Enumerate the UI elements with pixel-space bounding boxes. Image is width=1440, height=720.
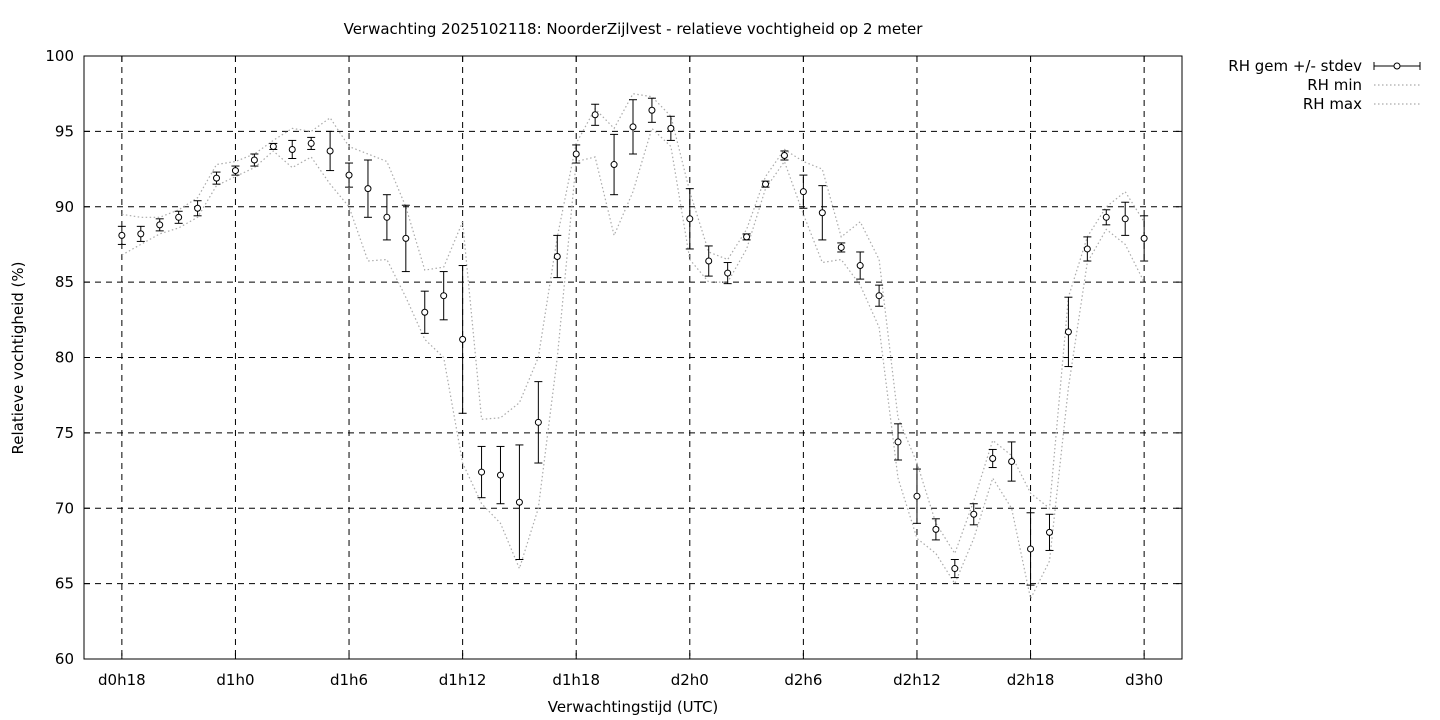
data-point [553, 252, 561, 260]
data-point [1027, 545, 1035, 553]
error-bars [117, 97, 1149, 586]
data-point [326, 147, 334, 155]
rh-min-line [121, 127, 1145, 601]
data-point [1102, 213, 1110, 221]
data-point [1008, 458, 1016, 466]
data-point [307, 139, 315, 147]
x-tick-label: d0h18 [98, 671, 146, 689]
x-tick-label: d1h18 [552, 671, 600, 689]
data-point [1083, 245, 1091, 253]
data-point [705, 257, 713, 265]
data-point [951, 565, 959, 573]
x-tick-label: d1h0 [216, 671, 254, 689]
data-point [572, 150, 580, 158]
legend-point-marker [1393, 62, 1401, 70]
y-tick-label: 85 [55, 273, 74, 291]
data-point [686, 215, 694, 223]
data-point [762, 180, 770, 188]
y-tick-label: 65 [55, 575, 74, 593]
data-point [534, 418, 542, 426]
y-tick-label: 90 [55, 198, 74, 216]
data-point [856, 262, 864, 270]
y-tick-label: 70 [55, 499, 74, 517]
mean-points [118, 106, 1148, 573]
data-point [440, 292, 448, 300]
data-point [1140, 234, 1148, 242]
y-axis-ticks: 60 65 70 75 80 85 90 95 100 [45, 47, 1182, 668]
data-point [989, 455, 997, 463]
data-point [175, 213, 183, 221]
y-tick-label: 75 [55, 424, 74, 442]
data-point [421, 308, 429, 316]
data-point [610, 161, 618, 169]
data-point [1121, 215, 1129, 223]
data-point [894, 438, 902, 446]
x-axis-ticks: d0h18 d1h0 d1h6 d1h12 d1h18 d2h0 d2h6 d2h12 d2h1… [98, 56, 1163, 689]
data-point [478, 468, 486, 476]
data-point [875, 292, 883, 300]
x-tick-label: d2h6 [784, 671, 822, 689]
data-point [250, 156, 258, 164]
y-tick-label: 80 [55, 349, 74, 367]
data-point [743, 233, 751, 241]
data-point [459, 335, 467, 343]
data-point [818, 209, 826, 217]
data-point [648, 106, 656, 114]
data-point [1045, 528, 1053, 536]
x-tick-label: d3h0 [1125, 671, 1163, 689]
data-point [496, 471, 504, 479]
x-tick-label: d2h0 [671, 671, 709, 689]
data-point [515, 498, 523, 506]
x-tick-label: d2h12 [893, 671, 941, 689]
data-point [231, 167, 239, 175]
data-point [383, 213, 391, 221]
data-point [118, 231, 126, 239]
y-tick-label: 100 [45, 47, 74, 65]
x-tick-label: d1h12 [439, 671, 487, 689]
data-point [213, 174, 221, 182]
data-point [667, 124, 675, 132]
data-point [837, 243, 845, 251]
data-point [629, 123, 637, 131]
x-tick-label: d2h18 [1007, 671, 1055, 689]
data-point [402, 234, 410, 242]
legend-label: RH gem +/- stdev [1228, 57, 1362, 75]
data-point [1064, 328, 1072, 336]
y-axis-label: Relatieve vochtigheid (%) [9, 261, 27, 454]
data-point [364, 185, 372, 193]
data-point [724, 269, 732, 277]
x-axis-label: Verwachtingstijd (UTC) [548, 698, 719, 716]
y-tick-label: 60 [55, 650, 74, 668]
data-point [780, 151, 788, 159]
data-point [137, 230, 145, 238]
legend-label: RH min [1307, 76, 1362, 94]
y-tick-label: 95 [55, 122, 74, 140]
data-point [799, 188, 807, 196]
min-max-lines [121, 93, 1145, 601]
data-point [269, 142, 277, 150]
x-tick-label: d1h6 [330, 671, 368, 689]
chart-title: Verwachting 2025102118: NoorderZijlvest … [344, 20, 924, 38]
data-point [932, 525, 940, 533]
data-point [194, 204, 202, 212]
data-point [288, 145, 296, 153]
data-point [970, 510, 978, 518]
legend-label: RH max [1303, 95, 1362, 113]
data-point [345, 171, 353, 179]
data-point [591, 111, 599, 119]
data-point [156, 221, 164, 229]
rh-max-line [121, 93, 1145, 555]
data-point [913, 492, 921, 500]
